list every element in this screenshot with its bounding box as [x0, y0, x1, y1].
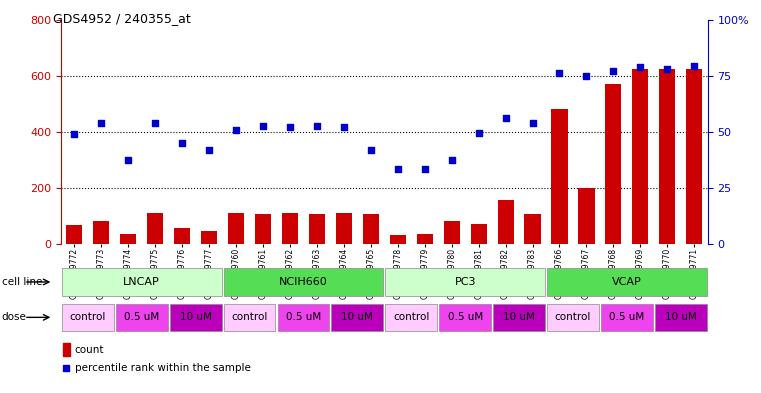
- Bar: [547, 268, 707, 296]
- Point: [634, 64, 646, 70]
- Point: [473, 130, 485, 136]
- Point: [365, 147, 377, 153]
- Bar: [224, 304, 275, 331]
- Bar: [363, 214, 379, 244]
- Point: [95, 120, 107, 127]
- Bar: [228, 213, 244, 244]
- Point: [661, 66, 673, 72]
- Text: NCIH660: NCIH660: [279, 277, 328, 287]
- Point: [230, 127, 242, 133]
- Text: 0.5 uM: 0.5 uM: [610, 312, 645, 322]
- Text: VCAP: VCAP: [612, 277, 642, 287]
- Bar: [498, 200, 514, 244]
- Bar: [417, 234, 433, 244]
- Point: [310, 123, 323, 129]
- Text: cell line: cell line: [2, 277, 42, 287]
- Bar: [332, 304, 384, 331]
- Bar: [147, 213, 164, 244]
- Point: [581, 72, 593, 79]
- Point: [203, 147, 215, 153]
- Point: [176, 140, 188, 146]
- Point: [123, 156, 135, 163]
- Point: [392, 166, 404, 173]
- Bar: [686, 69, 702, 244]
- Text: control: control: [70, 312, 106, 322]
- Point: [499, 114, 511, 121]
- Bar: [62, 343, 70, 356]
- Bar: [493, 304, 545, 331]
- Text: 10 uM: 10 uM: [503, 312, 535, 322]
- Bar: [255, 214, 271, 244]
- Point: [527, 120, 539, 127]
- Text: 0.5 uM: 0.5 uM: [124, 312, 159, 322]
- Bar: [439, 304, 491, 331]
- Text: LNCAP: LNCAP: [123, 277, 160, 287]
- Text: percentile rank within the sample: percentile rank within the sample: [75, 362, 250, 373]
- Bar: [174, 228, 190, 244]
- Bar: [62, 268, 221, 296]
- Text: 10 uM: 10 uM: [665, 312, 697, 322]
- Bar: [66, 226, 82, 244]
- Point: [553, 70, 565, 76]
- Text: 0.5 uM: 0.5 uM: [286, 312, 321, 322]
- Point: [257, 123, 269, 129]
- Bar: [385, 304, 437, 331]
- Bar: [309, 214, 325, 244]
- Text: GDS4952 / 240355_at: GDS4952 / 240355_at: [53, 12, 191, 25]
- Bar: [444, 221, 460, 244]
- Bar: [605, 84, 622, 244]
- Text: dose: dose: [2, 312, 27, 322]
- Point: [607, 68, 619, 75]
- Text: control: control: [231, 312, 268, 322]
- Bar: [390, 235, 406, 244]
- Point: [688, 63, 700, 69]
- Point: [419, 166, 431, 173]
- Bar: [278, 304, 330, 331]
- Bar: [524, 214, 540, 244]
- Bar: [116, 304, 167, 331]
- Point: [446, 156, 458, 163]
- Point: [149, 120, 161, 127]
- Point: [68, 131, 81, 138]
- Bar: [282, 213, 298, 244]
- Text: PC3: PC3: [454, 277, 476, 287]
- Bar: [201, 231, 217, 244]
- Bar: [659, 69, 676, 244]
- Bar: [170, 304, 221, 331]
- Bar: [93, 221, 110, 244]
- Bar: [601, 304, 653, 331]
- Text: count: count: [75, 345, 104, 355]
- Bar: [470, 224, 487, 244]
- Point: [60, 364, 72, 371]
- Bar: [62, 304, 113, 331]
- Bar: [385, 268, 545, 296]
- Point: [338, 124, 350, 130]
- Text: 10 uM: 10 uM: [342, 312, 374, 322]
- Text: 0.5 uM: 0.5 uM: [447, 312, 482, 322]
- Point: [284, 124, 296, 130]
- Bar: [578, 187, 594, 244]
- Text: control: control: [555, 312, 591, 322]
- Bar: [552, 109, 568, 244]
- Text: 10 uM: 10 uM: [180, 312, 212, 322]
- Bar: [632, 69, 648, 244]
- Text: control: control: [393, 312, 429, 322]
- Bar: [120, 234, 136, 244]
- Bar: [547, 304, 599, 331]
- Bar: [224, 268, 384, 296]
- Bar: [336, 213, 352, 244]
- Bar: [655, 304, 707, 331]
